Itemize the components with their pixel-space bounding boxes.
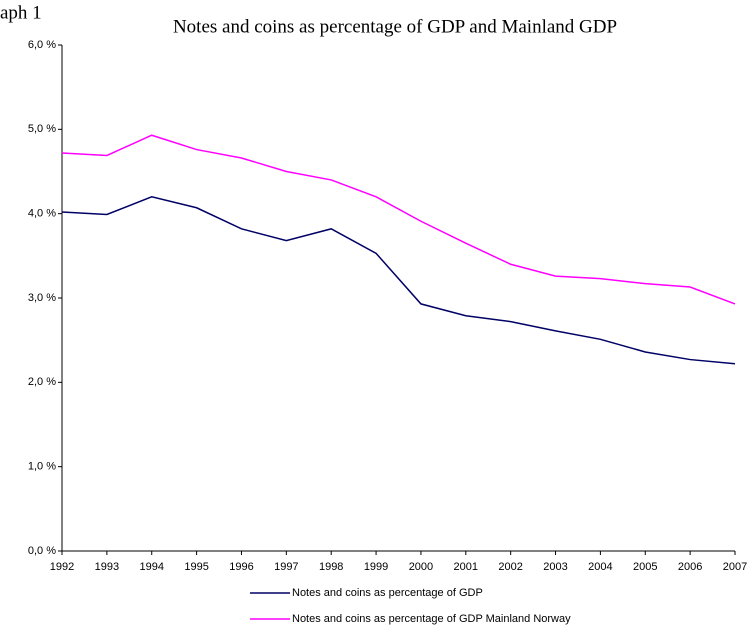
- y-tick-label: 4,0 %: [28, 208, 56, 220]
- x-tick-label: 1994: [139, 561, 163, 573]
- annotation: aph 1: [0, 2, 42, 23]
- x-tick-label: 2003: [543, 561, 567, 573]
- series-line: [61, 134, 736, 305]
- y-tick-label: 3,0 %: [28, 292, 56, 304]
- y-tick-label: 5,0 %: [28, 123, 56, 135]
- x-tick-label: 2006: [678, 561, 702, 573]
- y-tick-label: 2,0 %: [28, 376, 56, 388]
- series-line: [61, 196, 736, 365]
- x-tick-label: 1997: [274, 561, 298, 573]
- x-tick-label: 1998: [319, 561, 343, 573]
- y-tick-label: 1,0 %: [28, 461, 56, 473]
- x-tick-label: 2007: [723, 561, 747, 573]
- chart-title: Notes and coins as percentage of GDP and…: [173, 16, 617, 37]
- x-tick-label: 1999: [364, 561, 388, 573]
- x-tick-label: 1995: [184, 561, 208, 573]
- x-tick-label: 2004: [588, 561, 612, 573]
- legend-label: Notes and coins as percentage of GDP: [292, 587, 483, 599]
- x-tick-label: 1996: [229, 561, 253, 573]
- y-tick-label: 0,0 %: [28, 545, 56, 557]
- x-tick-label: 2002: [498, 561, 522, 573]
- y-tick-label: 6,0 %: [28, 39, 56, 51]
- x-tick-label: 2001: [454, 561, 478, 573]
- x-tick-label: 1993: [95, 561, 119, 573]
- x-tick-label: 2000: [409, 561, 433, 573]
- legend-label: Notes and coins as percentage of GDP Mai…: [292, 613, 571, 625]
- x-tick-label: 1992: [50, 561, 74, 573]
- x-tick-label: 2005: [633, 561, 657, 573]
